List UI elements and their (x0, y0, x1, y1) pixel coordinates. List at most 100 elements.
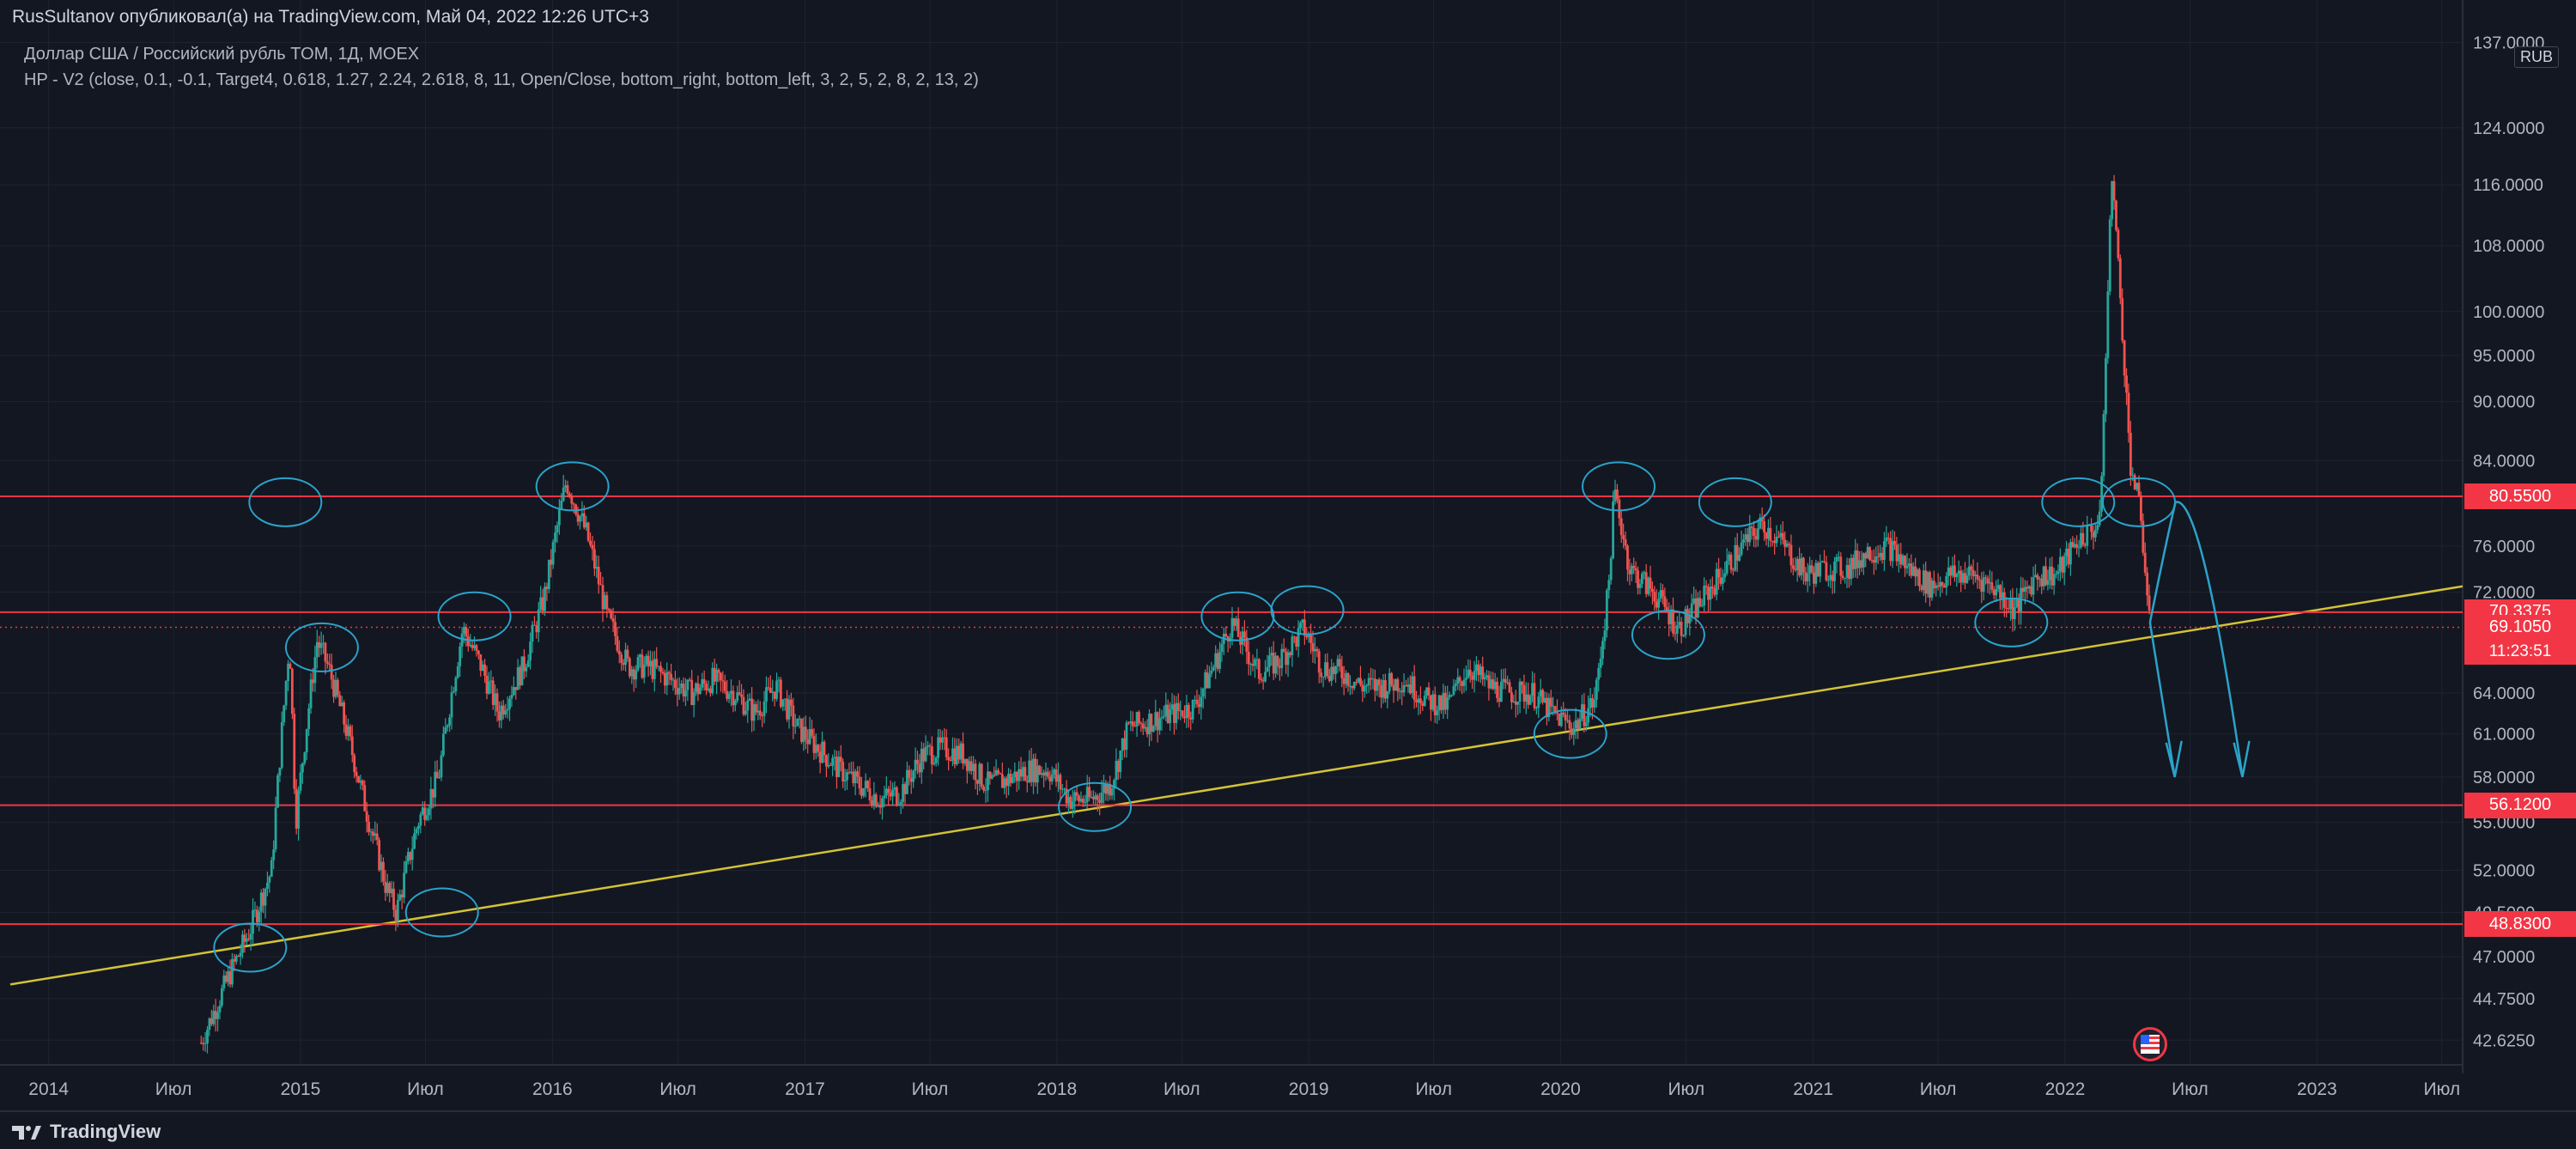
candle-body (902, 784, 905, 802)
candle-body (1814, 562, 1818, 584)
candle-body (655, 659, 659, 667)
x-tick-label: Июл (2423, 1079, 2460, 1099)
candle-body (1160, 717, 1163, 719)
candle-body (1748, 526, 1752, 543)
tradingview-logo-icon[interactable] (12, 1122, 41, 1141)
candle-body (1533, 683, 1536, 708)
x-tick-label: 2015 (281, 1079, 321, 1099)
candle-body (2102, 414, 2105, 477)
candle-body (762, 701, 766, 716)
candle-body (417, 825, 420, 830)
candle-body (456, 666, 459, 678)
candle-body (1783, 539, 1787, 547)
candle-body (939, 737, 942, 743)
indicator-legend[interactable]: HP - V2 (close, 0.1, -0.1, Target4, 0.61… (24, 70, 979, 89)
candle-body (1498, 697, 1501, 702)
candle-body (1301, 619, 1304, 623)
candle-body (253, 909, 257, 911)
candle-body (1440, 695, 1443, 710)
candle-body (2080, 532, 2082, 548)
candle-body (1605, 590, 1608, 631)
candle-body (2063, 556, 2066, 573)
level-price-tag[interactable]: 48.8300 (2464, 911, 2576, 938)
candle-body (353, 755, 356, 772)
y-tick-label: 55.0000 (2473, 814, 2535, 833)
candle-body (635, 670, 637, 680)
candle-body (1802, 557, 1805, 573)
candle-body (396, 900, 399, 921)
candle-body (1860, 560, 1863, 568)
currency-badge[interactable]: RUB (2513, 46, 2559, 68)
annotation-circle (248, 477, 323, 527)
candle-body (1394, 678, 1397, 691)
level-price-tag[interactable]: 80.5500 (2464, 483, 2576, 510)
candle-body (1169, 709, 1172, 723)
candle-body (1100, 793, 1103, 803)
candle-body (1589, 698, 1592, 708)
candle-body (686, 679, 690, 690)
candle-body (980, 763, 983, 787)
candle-body (234, 956, 238, 962)
candle-body (270, 860, 273, 877)
candle-body (1370, 678, 1372, 680)
candle-body (1376, 679, 1379, 691)
candle-body (1201, 689, 1205, 697)
candle-body (421, 807, 424, 815)
candle-body (365, 811, 368, 822)
candle-body (988, 771, 992, 779)
candle-body (1175, 702, 1178, 723)
countdown-tag[interactable]: 11:23:51 (2464, 638, 2576, 665)
level-price-tag[interactable]: 56.1200 (2464, 792, 2576, 818)
candle-body (1332, 666, 1335, 674)
candle-body (428, 808, 430, 816)
candle-body (990, 775, 993, 779)
candle-body (2069, 542, 2072, 565)
candle-body (1929, 572, 1931, 598)
candle-body (1307, 635, 1310, 638)
candle-body (1342, 678, 1346, 684)
candle-body (368, 821, 370, 832)
candle-body (297, 790, 300, 829)
candle-body (715, 669, 719, 682)
candle-body (1920, 586, 1923, 591)
candle-body (2017, 598, 2020, 612)
candle-body (717, 669, 720, 673)
candle-body (1924, 570, 1928, 594)
candle-body (2140, 495, 2142, 521)
x-tick-label: 2021 (1793, 1079, 1833, 1099)
level-layer (0, 495, 2463, 926)
candle-body (453, 691, 455, 693)
candle-body (438, 777, 440, 779)
candle-body (2075, 544, 2079, 548)
candle-body (463, 627, 465, 634)
candle-body (284, 680, 288, 706)
candle-body (1959, 570, 1963, 583)
candle-body (1844, 577, 1847, 579)
candle-body (1637, 570, 1639, 588)
brand-name[interactable]: TradingView (50, 1121, 161, 1142)
candle-body (1971, 569, 1975, 576)
candle-body (1984, 577, 1987, 579)
candle-body (2034, 574, 2037, 578)
candle-body (1851, 557, 1855, 569)
candle-body (647, 655, 650, 666)
current-price-tag[interactable]: 69.1050 (2464, 614, 2576, 641)
candle-body (610, 610, 613, 618)
candle-body (1527, 694, 1530, 705)
candle-body (1479, 666, 1482, 676)
candle-body (976, 780, 979, 784)
candle-body (922, 748, 926, 762)
candle-body (325, 661, 329, 664)
candle-body (779, 679, 782, 707)
candle-body (1103, 784, 1105, 793)
candle-body (732, 690, 735, 706)
candle-body (2009, 599, 2012, 610)
candle-body (1468, 669, 1472, 676)
candle-body (1789, 544, 1793, 566)
symbol-legend[interactable]: Доллар США / Российский рубль TOM, 1Д, M… (24, 45, 420, 64)
candle-body (1380, 685, 1382, 698)
candle-body (2111, 181, 2114, 220)
candle-body (572, 503, 575, 505)
us-event-flag-icon[interactable] (2133, 1027, 2167, 1061)
